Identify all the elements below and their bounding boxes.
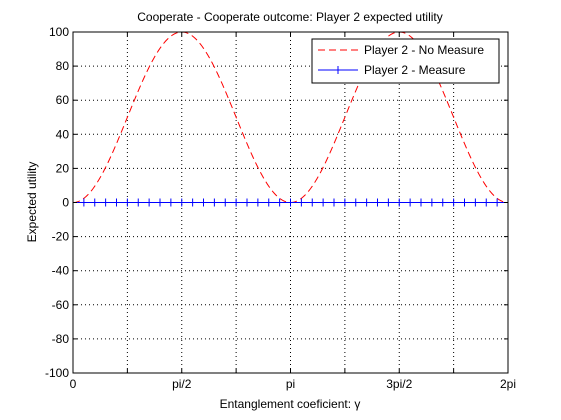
x-tick-label: 3pi/2 bbox=[386, 377, 412, 391]
y-tick-label: -20 bbox=[52, 230, 70, 244]
y-tick-label: -40 bbox=[52, 264, 70, 278]
x-tick-label: 2pi bbox=[500, 377, 516, 391]
y-tick-label: 80 bbox=[56, 59, 70, 73]
y-tick-label: -80 bbox=[52, 332, 70, 346]
y-tick-label: 20 bbox=[56, 161, 70, 175]
legend-box bbox=[311, 38, 500, 84]
tick-layer: 0 pi/2 pi 3pi/2 2pi -100 -80 -60 -40 -20 0 20 40 60 80… bbox=[45, 25, 516, 391]
y-tick-label: -60 bbox=[52, 298, 70, 312]
chart-title: Cooperate - Cooperate outcome: Player 2 … bbox=[137, 10, 443, 24]
x-axis-label: Entanglement coeficient: γ bbox=[220, 397, 361, 411]
y-tick-label: 40 bbox=[56, 127, 70, 141]
y-tick-label: 60 bbox=[56, 93, 70, 107]
x-tick-label: pi bbox=[286, 377, 295, 391]
y-tick-label: 0 bbox=[62, 196, 69, 210]
y-axis-label: Expected utility bbox=[25, 162, 39, 243]
legend: Player 2 - No Measure Player 2 - Measure bbox=[311, 38, 500, 84]
y-tick-label: 100 bbox=[49, 25, 69, 39]
x-tick-label: pi/2 bbox=[172, 377, 192, 391]
legend-label-measure: Player 2 - Measure bbox=[364, 63, 466, 77]
legend-label-no-measure: Player 2 - No Measure bbox=[364, 43, 484, 57]
y-tick-label: -100 bbox=[45, 366, 69, 380]
x-tick-label: 0 bbox=[70, 377, 77, 391]
